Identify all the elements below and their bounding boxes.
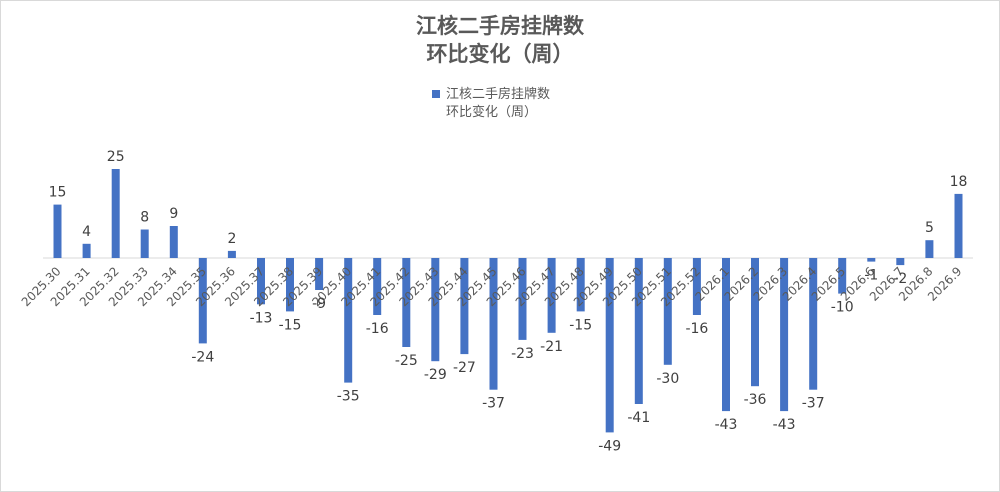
data-label: 4	[82, 224, 91, 240]
data-label: -24	[191, 349, 214, 365]
bar-2026.8	[925, 240, 934, 258]
bar-2026.9	[954, 193, 963, 258]
data-label: -2	[893, 271, 907, 287]
chart-title-line1: 江核二手房挂牌数	[416, 14, 584, 38]
data-label: -36	[744, 392, 767, 408]
bar-2025.42	[402, 258, 411, 347]
data-label: -16	[685, 321, 708, 337]
data-label: -30	[656, 371, 679, 387]
data-label: -37	[802, 396, 825, 412]
bar-2025.50	[634, 258, 643, 404]
data-label: -35	[337, 389, 360, 405]
bar-2025.41	[373, 258, 382, 315]
legend-swatch	[432, 90, 440, 98]
data-label: -23	[511, 346, 534, 362]
data-label: -37	[482, 396, 505, 412]
data-label: 18	[950, 174, 968, 190]
bar-2025.35	[198, 258, 207, 344]
bar-2025.45	[489, 258, 498, 390]
bar-2025.31	[82, 243, 91, 258]
bar-2025.36	[227, 250, 236, 258]
bar-2025.39	[315, 258, 324, 290]
data-label: -15	[569, 317, 592, 333]
data-label: -13	[250, 310, 273, 326]
data-label: -1	[864, 268, 878, 284]
data-label: -10	[831, 300, 854, 316]
legend-label-line2: 环比变化（周）	[446, 105, 538, 120]
bar-2025.44	[460, 258, 469, 355]
data-label: -27	[453, 360, 476, 376]
data-label: 5	[925, 220, 934, 236]
data-label: 25	[107, 149, 125, 165]
data-label: -16	[366, 321, 389, 337]
bar-2026.6	[867, 258, 876, 262]
bar-2025.51	[663, 258, 672, 365]
bar-2025.34	[169, 226, 178, 258]
data-label: -9	[312, 296, 326, 312]
data-label: 15	[49, 185, 67, 201]
bar-2026.4	[809, 258, 818, 390]
bar-2026.3	[780, 258, 789, 412]
bar-2025.33	[140, 229, 149, 258]
bar-2025.32	[111, 169, 120, 258]
legend-label-line1: 江核二手房挂牌数	[446, 87, 551, 102]
bar-2025.46	[518, 258, 527, 340]
bar-2026.5	[838, 258, 847, 294]
data-label: -15	[279, 317, 302, 333]
bar-2025.52	[692, 258, 701, 315]
bar-2026.1	[722, 258, 730, 412]
bar-2025.48	[576, 258, 585, 312]
bar-2025.40	[344, 258, 353, 383]
bar-2025.37	[257, 258, 265, 305]
bar-2026.7	[896, 258, 905, 266]
data-label: -29	[424, 367, 447, 383]
bar-2025.43	[431, 258, 440, 362]
bar-2025.38	[286, 258, 294, 312]
bar-2026.2	[751, 258, 759, 387]
data-label: 9	[169, 206, 178, 222]
data-label: 2	[227, 231, 236, 247]
data-label: -21	[540, 339, 563, 355]
data-label: -49	[598, 438, 621, 454]
bar-2025.49	[605, 258, 614, 433]
bar-2025.47	[547, 258, 556, 333]
data-label: 8	[140, 210, 149, 226]
data-label: -43	[715, 417, 738, 433]
bar-2025.30	[53, 204, 62, 258]
data-label: -43	[773, 417, 796, 433]
data-label: -41	[627, 410, 650, 426]
chart-title-line2: 环比变化（周）	[426, 42, 574, 66]
data-label: -25	[395, 353, 418, 369]
